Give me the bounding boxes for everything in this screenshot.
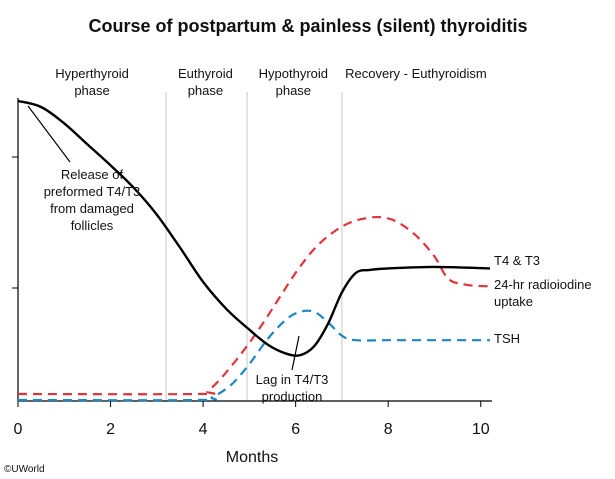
radioiodine-uptake-line — [17, 215, 491, 396]
phase-label-line2: phase — [276, 83, 311, 98]
annotation-release-text: Release of — [61, 167, 124, 182]
series-label-radioiodine-uptake-line2: uptake — [494, 294, 533, 309]
x-tick-label: 6 — [291, 421, 300, 438]
annotation-release-text: follicles — [71, 218, 114, 233]
phase-label: Euthyroid — [178, 66, 233, 81]
tsh-line — [17, 309, 490, 402]
phase-label-line2: phase — [74, 83, 109, 98]
series-label-t4-t3: T4 & T3 — [494, 253, 540, 268]
x-tick-label: 2 — [106, 421, 115, 438]
t4-t3-line — [17, 99, 491, 357]
series-label-radioiodine-uptake: 24-hr radioiodine — [494, 277, 592, 292]
phase-label: Hyperthyroid — [55, 66, 129, 81]
annotation-lag-text: production — [262, 389, 323, 404]
chart-title: Course of postpartum & painless (silent)… — [88, 16, 527, 36]
annotation-release-text: from damaged — [50, 201, 134, 216]
x-tick-label: 0 — [14, 421, 23, 438]
phase-label: Recovery - Euthyroidism — [345, 66, 487, 81]
annotation-pointer-release — [27, 105, 71, 163]
x-tick-label: 8 — [384, 421, 393, 438]
annotation-lag-text: Lag in T4/T3 — [256, 372, 329, 387]
annotation-release-text: preformed T4/T3 — [44, 184, 141, 199]
credit-text: ©UWorld — [4, 464, 45, 475]
series-label-tsh: TSH — [494, 331, 520, 346]
phase-label-line2: phase — [188, 83, 223, 98]
x-axis-label: Months — [226, 449, 278, 466]
annotation-pointer-lag — [291, 335, 300, 371]
phase-label: Hypothyroid — [259, 66, 328, 81]
x-tick-label: 10 — [472, 421, 490, 438]
x-tick-label: 4 — [199, 421, 208, 438]
